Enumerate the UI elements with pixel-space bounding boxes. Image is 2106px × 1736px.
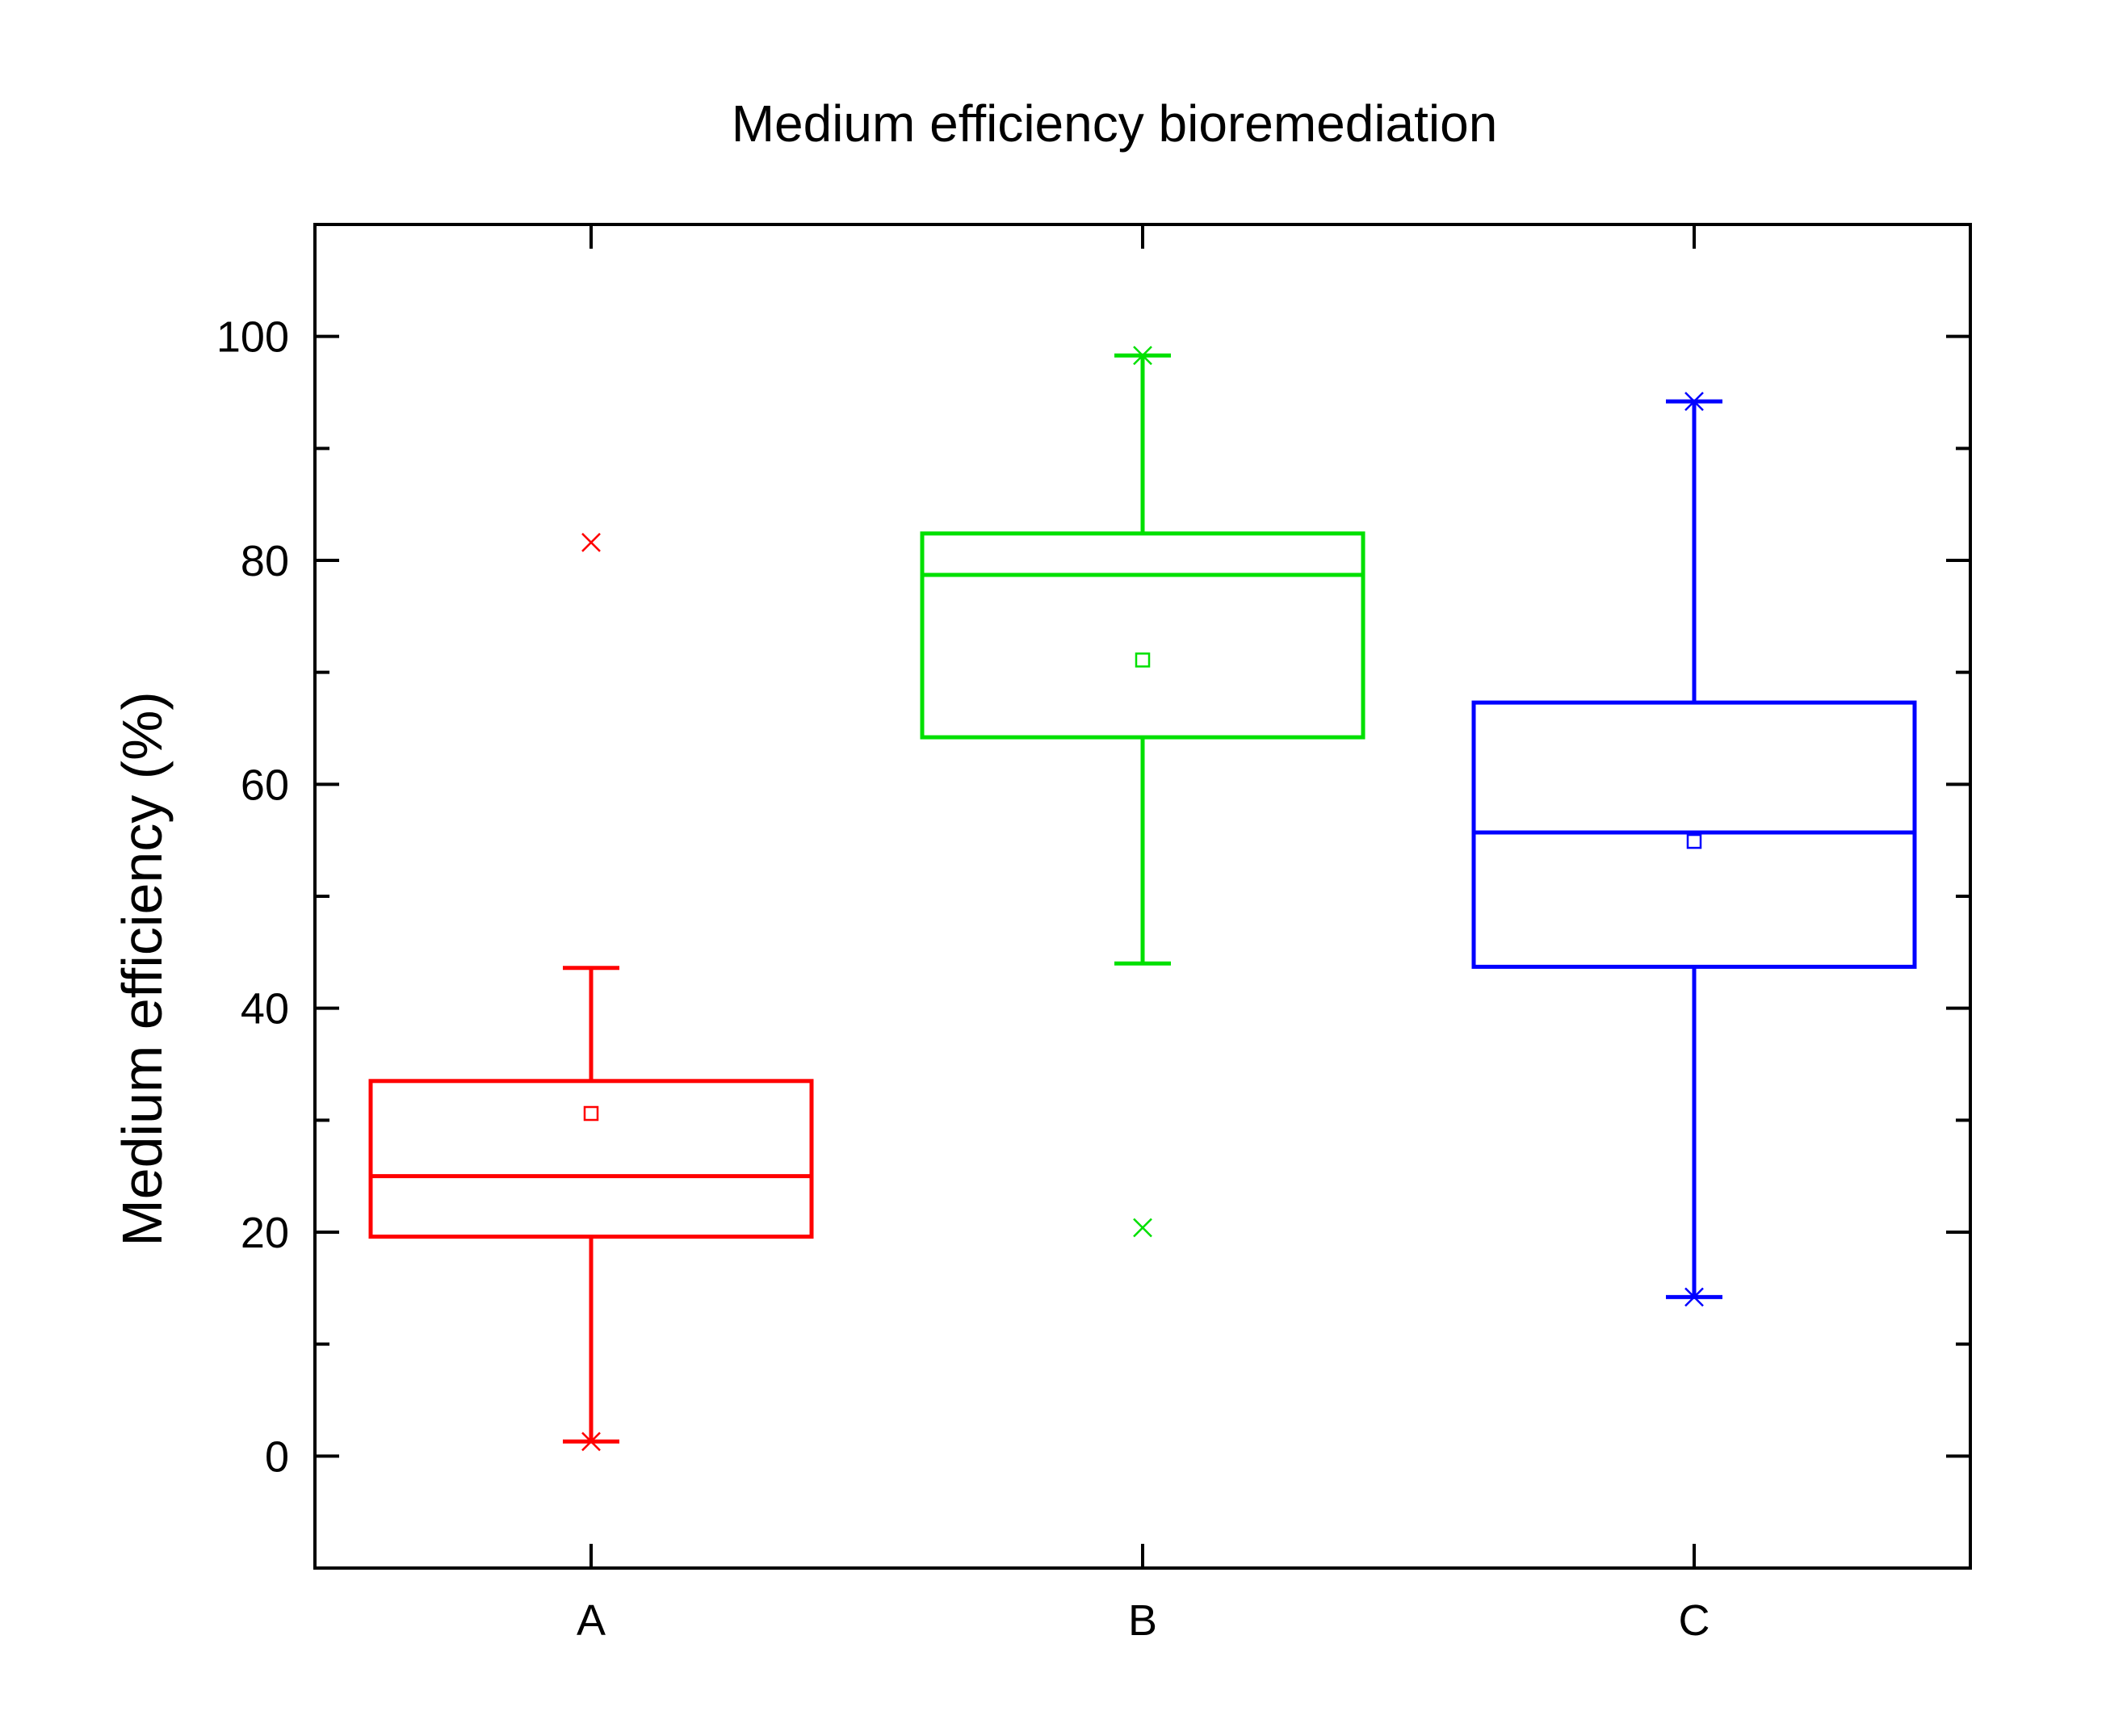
y-axis-label: Medium efficiency (%) — [111, 691, 174, 1246]
outlier-marker — [581, 532, 601, 552]
y-tick-label: 100 — [216, 313, 289, 362]
x-tick-label: C — [1679, 1596, 1710, 1645]
box-group-a — [368, 532, 814, 1452]
extreme-marker — [581, 1432, 601, 1452]
iqr-box — [368, 1079, 814, 1239]
y-tick-label: 20 — [241, 1209, 289, 1257]
axis-ticks: 0 20 40 60 80 100 A B C — [216, 223, 1970, 1645]
y-tick-label: 0 — [265, 1432, 289, 1481]
iqr-box — [920, 531, 1366, 740]
box-group-c — [1471, 392, 1917, 1307]
extreme-marker — [1684, 392, 1704, 411]
outlier-marker — [1133, 1218, 1152, 1238]
x-tick-label: A — [577, 1596, 606, 1645]
iqr-box — [1471, 700, 1917, 969]
y-tick-label: 40 — [241, 985, 289, 1034]
box-series — [368, 346, 1917, 1452]
mean-marker — [1135, 652, 1151, 668]
mean-marker — [1686, 833, 1702, 849]
extreme-marker — [1684, 1287, 1704, 1307]
mean-marker — [583, 1105, 599, 1122]
extreme-marker — [1133, 346, 1152, 366]
box-group-b — [920, 346, 1366, 1238]
x-tick-label: B — [1128, 1596, 1157, 1645]
chart-title: Medium efficiency bioremediation — [732, 94, 1498, 153]
y-tick-label: 80 — [241, 537, 289, 585]
y-tick-label: 60 — [241, 761, 289, 809]
